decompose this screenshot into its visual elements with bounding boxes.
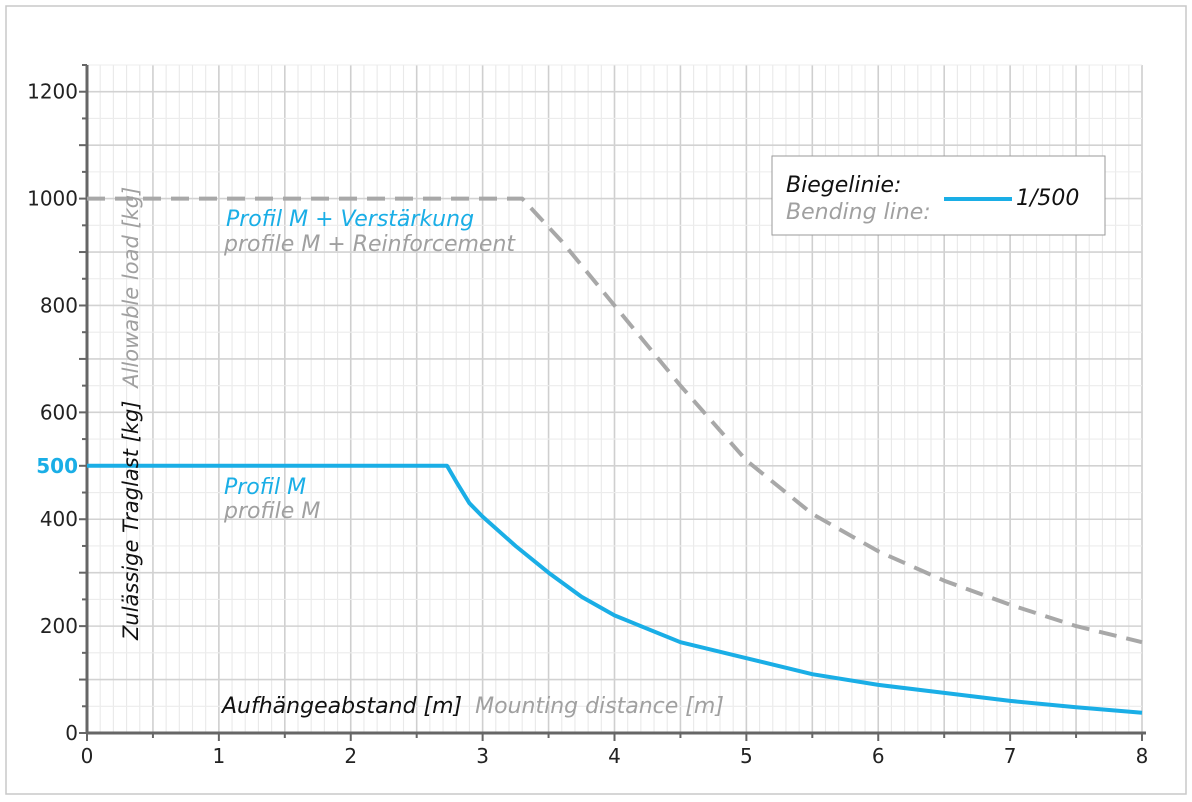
- x-tick-label: 5: [740, 744, 753, 768]
- x-axis-label-en: Mounting distance [m]: [475, 694, 724, 719]
- x-tick-label: 1: [213, 744, 226, 768]
- series-group: [87, 196, 1143, 715]
- x-axis-ticks: 0 1 2 3 4 5 6 7 8: [81, 733, 1149, 768]
- series-label-profile-en: profile M: [223, 499, 320, 524]
- x-axis-label-de: Aufhängeabstand [m]: [220, 694, 462, 719]
- y-tick-label: 200: [40, 614, 78, 638]
- y-axis-label: Zulässige Traglast [kg] Allowable load […: [119, 187, 143, 641]
- y-tick-label: 600: [40, 400, 78, 424]
- y-tick-label: 1200: [27, 80, 78, 104]
- legend-box: [771, 155, 1106, 236]
- x-tick-label: 8: [1136, 744, 1149, 768]
- legend: Biegelinie: Bending line: 1/500: [771, 155, 1106, 236]
- legend-title-en: Bending line:: [786, 200, 931, 225]
- chart-frame: [5, 5, 1187, 795]
- y-tick-label: 800: [40, 293, 78, 317]
- x-tick-label: 4: [608, 744, 621, 768]
- x-tick-label: 0: [81, 744, 94, 768]
- series-line-reinforced: [87, 196, 1143, 645]
- series-label-reinforced: Profil M + Verstärkung: [226, 207, 474, 232]
- series-label-profile: Profil M: [224, 475, 306, 500]
- y-axis-label-en: Allowable load [kg]: [119, 187, 143, 390]
- legend-title: Biegelinie:: [786, 173, 901, 198]
- x-tick-label: 2: [344, 744, 357, 768]
- y-tick-label-highlight: 500: [36, 454, 78, 478]
- y-tick-label: 0: [65, 721, 78, 745]
- x-tick-label: 7: [1004, 744, 1017, 768]
- x-tick-label: 3: [476, 744, 489, 768]
- y-axis-label-de: Zulässige Traglast [kg]: [119, 400, 143, 641]
- series-label-reinforced-en: profile M + Reinforcement: [223, 232, 516, 257]
- series-line-profile-m: [87, 463, 1143, 715]
- legend-entry: 1/500: [1016, 186, 1079, 211]
- axes: [85, 65, 1146, 735]
- y-axis-ticks: 0 200 400 600 800 1000 1200 500: [27, 64, 87, 745]
- x-axis-label: Aufhängeabstand [m] Mounting distance [m…: [220, 694, 724, 719]
- y-tick-label: 1000: [27, 187, 78, 211]
- y-tick-label: 400: [40, 507, 78, 531]
- x-tick-label: 6: [872, 744, 885, 768]
